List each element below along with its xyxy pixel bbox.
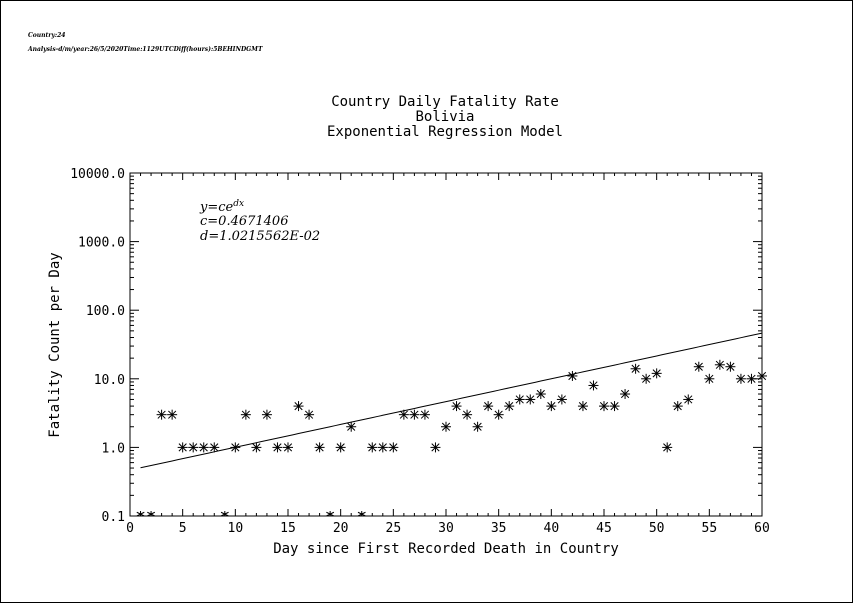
data-point [314, 442, 325, 453]
data-point [672, 401, 683, 412]
data-point [240, 409, 251, 420]
data-point [261, 409, 272, 420]
data-point [662, 442, 673, 453]
data-point [135, 511, 146, 517]
x-tick-label: 25 [386, 521, 402, 536]
data-point [304, 409, 315, 420]
data-point [535, 389, 546, 400]
y-axis-ticks: 0.1 1.0 10.0 100.0 1000.0 10000.0 [70, 167, 762, 525]
data-points [135, 359, 767, 517]
x-tick-label: 30 [438, 521, 454, 536]
data-point [504, 401, 515, 412]
y-tick-label: 1.0 [102, 441, 125, 456]
equation-base: y=ce [199, 200, 234, 215]
data-point [588, 380, 599, 391]
data-point [398, 409, 409, 420]
data-point [704, 373, 715, 384]
data-point [525, 394, 536, 405]
equation-exponent: dx [233, 199, 244, 209]
coefficient-d-annotation: d=1.0215562E-02 [200, 229, 320, 244]
data-point [430, 442, 441, 453]
data-point [641, 373, 652, 384]
data-point [230, 442, 241, 453]
data-point [630, 363, 641, 374]
x-tick-label: 5 [179, 521, 187, 536]
data-point [725, 361, 736, 372]
x-tick-label: 10 [228, 521, 244, 536]
y-tick-label: 10000.0 [70, 167, 125, 182]
data-point [283, 442, 293, 453]
y-tick-label: 100.0 [86, 304, 125, 319]
x-tick-label: 50 [649, 521, 665, 536]
x-tick-label: 15 [280, 521, 296, 536]
x-tick-label: 60 [754, 521, 770, 536]
data-point [419, 409, 430, 420]
data-point [209, 442, 220, 453]
x-tick-label: 35 [491, 521, 507, 536]
data-point [609, 401, 620, 412]
data-point [514, 394, 525, 405]
data-point [599, 401, 609, 412]
data-point [272, 442, 283, 453]
equation-annotation: y=cedx [199, 199, 244, 215]
data-point [325, 511, 336, 517]
analysis-caption: Analysis-d/m/year:26/5/2020Time:1129UTCD… [28, 46, 263, 53]
data-point [177, 442, 188, 453]
data-point [335, 442, 346, 453]
data-point [493, 409, 504, 420]
data-point [683, 394, 694, 405]
data-point [156, 409, 167, 420]
chart-title-line-3: Exponential Regression Model [327, 124, 563, 140]
y-axis-label: Fatality Count per Day [47, 252, 63, 437]
data-point [441, 421, 451, 432]
data-point [651, 368, 662, 379]
data-point [293, 401, 304, 412]
data-point [546, 401, 557, 412]
data-point [577, 401, 588, 412]
data-point [714, 359, 725, 370]
regression-curve [140, 332, 763, 469]
data-point [462, 409, 473, 420]
data-point [346, 421, 357, 432]
data-point [367, 442, 378, 453]
x-tick-label: 45 [596, 521, 612, 536]
data-point [567, 370, 578, 381]
x-axis-ticks: 0 5 10 15 20 25 30 35 40 45 50 55 60 [126, 173, 770, 536]
coefficient-c-annotation: c=0.4671406 [200, 214, 288, 229]
y-tick-label: 1000.0 [78, 236, 125, 251]
x-tick-label: 40 [544, 521, 560, 536]
data-point [188, 442, 199, 453]
data-point [219, 511, 230, 517]
data-point [746, 373, 757, 384]
x-tick-label: 55 [702, 521, 718, 536]
data-point [251, 442, 262, 453]
data-point [757, 370, 767, 381]
x-tick-label: 20 [333, 521, 349, 536]
data-point [556, 394, 567, 405]
x-tick-label: 0 [126, 521, 134, 536]
data-point [167, 409, 178, 420]
chart-title-line-1: Country Daily Fatality Rate [331, 94, 559, 110]
country-caption: Country:24 [28, 32, 66, 39]
chart-title-line-2: Bolivia [415, 109, 474, 125]
data-point [693, 361, 704, 372]
y-tick-label: 0.1 [102, 510, 125, 525]
data-point [198, 442, 209, 453]
data-point [388, 442, 399, 453]
x-axis-label: Day since First Recorded Death in Countr… [273, 541, 619, 557]
data-point [483, 401, 494, 412]
y-tick-label: 10.0 [94, 373, 125, 388]
data-point [409, 409, 420, 420]
data-point [451, 401, 462, 412]
data-point [620, 389, 631, 400]
data-point [377, 442, 388, 453]
data-point [472, 421, 483, 432]
data-point [356, 511, 367, 517]
data-point [146, 511, 157, 517]
data-point [735, 373, 746, 384]
